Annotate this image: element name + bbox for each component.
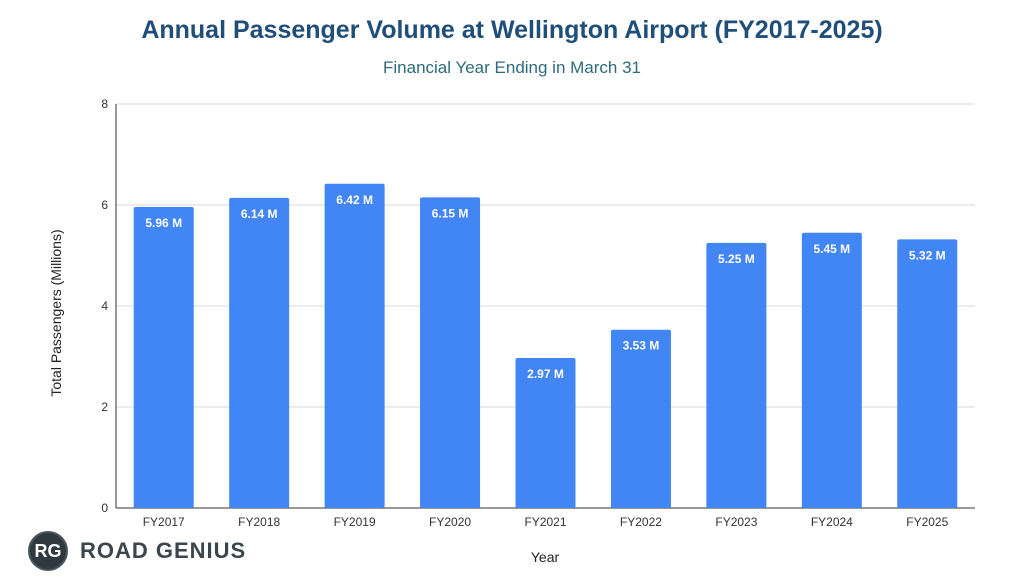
data-label: 5.25 M xyxy=(718,252,755,266)
data-label: 5.45 M xyxy=(813,242,850,256)
x-tick-label: FY2024 xyxy=(811,515,853,529)
chart-subtitle: Financial Year Ending in March 31 xyxy=(383,58,641,77)
data-label: 6.15 M xyxy=(432,206,469,220)
y-tick-label: 4 xyxy=(101,299,108,313)
bar xyxy=(706,242,767,508)
x-tick-label: FY2021 xyxy=(524,515,566,529)
x-tick-label: FY2019 xyxy=(334,515,376,529)
data-label: 5.32 M xyxy=(909,248,946,262)
x-tick-label: FY2022 xyxy=(620,515,662,529)
bar xyxy=(133,207,194,508)
bar xyxy=(420,197,481,509)
bar xyxy=(515,358,576,508)
x-tick-label: FY2017 xyxy=(143,515,185,529)
data-label: 3.53 M xyxy=(623,339,660,353)
x-tick-label: FY2018 xyxy=(238,515,280,529)
bar xyxy=(610,329,671,508)
x-tick-label: FY2025 xyxy=(906,515,948,529)
bar xyxy=(229,197,290,508)
x-axis-label: Year xyxy=(530,549,560,565)
logo-badge-icon: RG xyxy=(28,531,68,571)
logo-text: ROAD GENIUS xyxy=(80,538,247,563)
bar xyxy=(324,183,385,509)
bar xyxy=(897,239,958,508)
data-label: 5.96 M xyxy=(145,216,182,230)
data-label: 2.97 M xyxy=(527,367,564,381)
data-label: 6.42 M xyxy=(336,193,373,207)
bar xyxy=(801,232,862,508)
data-label: 6.14 M xyxy=(241,207,278,221)
y-tick-label: 8 xyxy=(101,97,108,111)
road-genius-logo: RG ROAD GENIUS xyxy=(28,530,246,572)
x-tick-label: FY2023 xyxy=(715,515,757,529)
y-tick-label: 2 xyxy=(101,400,108,414)
y-axis-label: Total Passengers (Millions) xyxy=(48,229,64,397)
y-tick-label: 6 xyxy=(101,198,108,212)
chart-title: Annual Passenger Volume at Wellington Ai… xyxy=(141,16,883,44)
x-tick-label: FY2020 xyxy=(429,515,471,529)
y-tick-label: 0 xyxy=(101,501,108,515)
